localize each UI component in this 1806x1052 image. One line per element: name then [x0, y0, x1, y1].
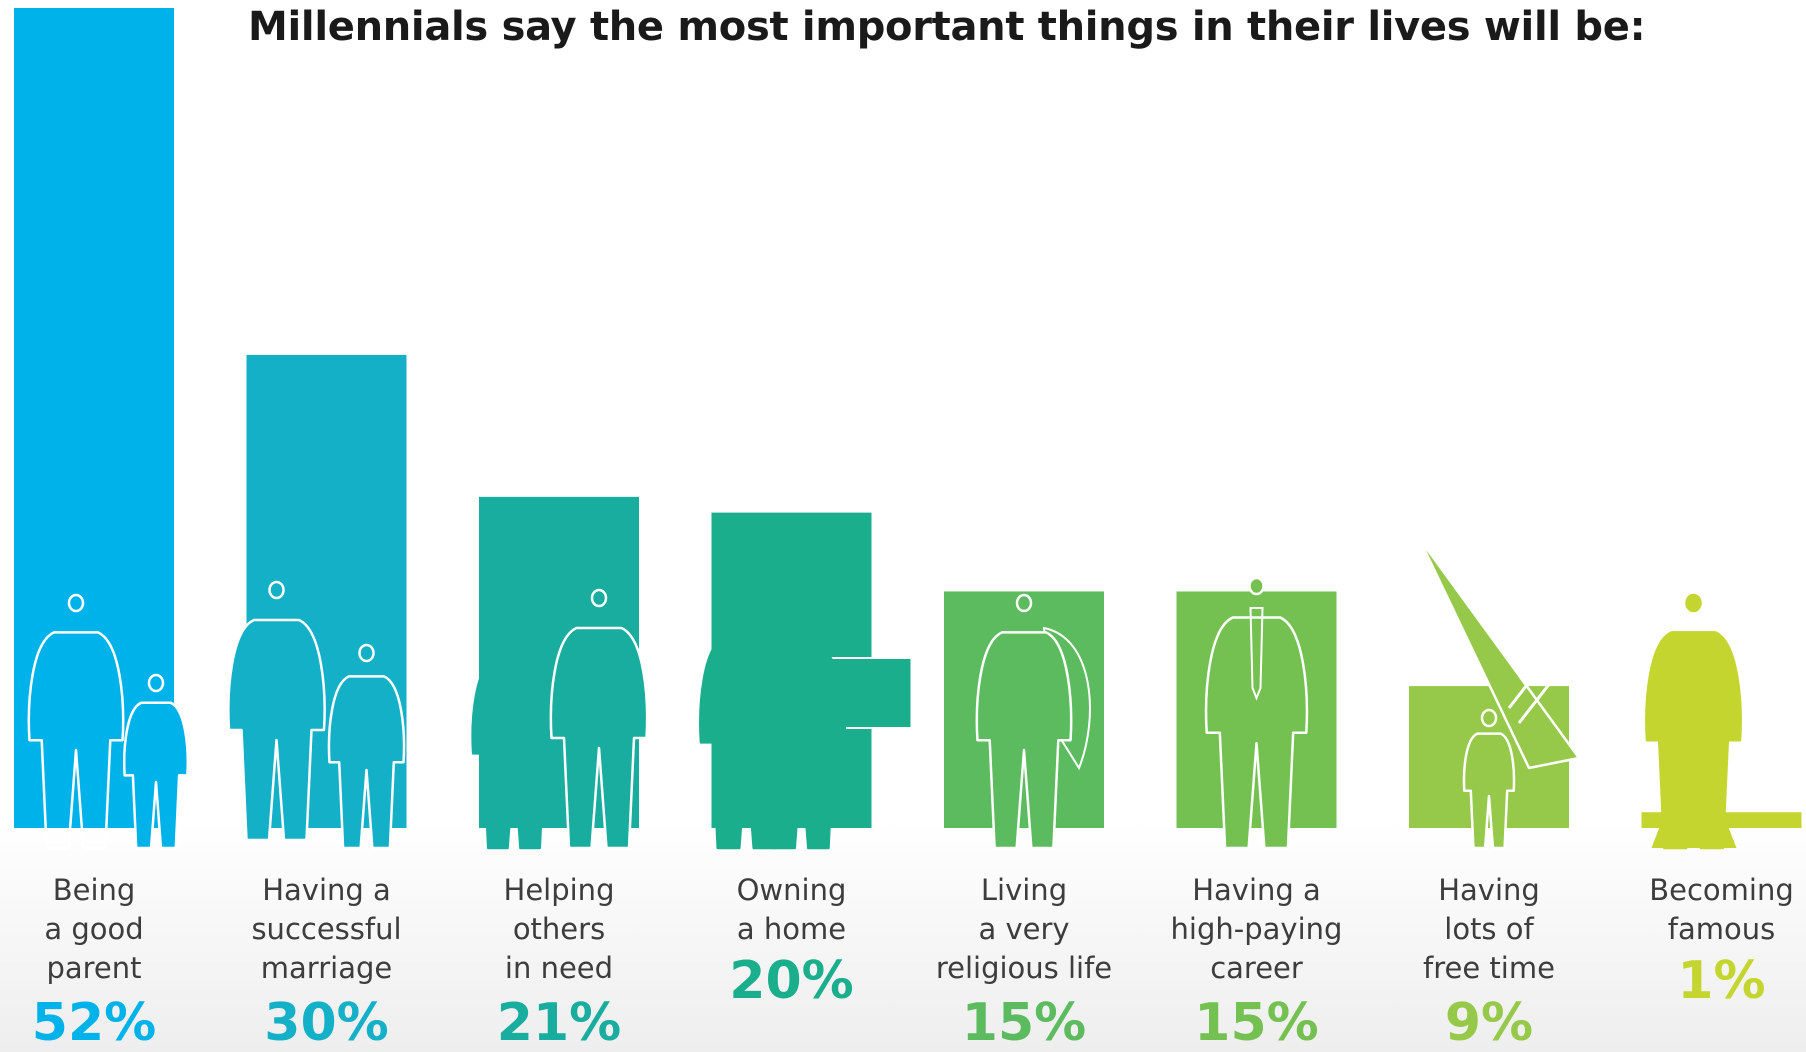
category-label-2: Having a successful marriage	[251, 873, 401, 985]
value-label-6: 15%	[1194, 993, 1318, 1052]
value-label-3: 21%	[497, 993, 621, 1052]
category-labels-group: Being a good parent Having a successful marri…	[44, 873, 1793, 985]
value-label-8: 1%	[1677, 951, 1765, 1011]
value-label-2: 30%	[264, 993, 388, 1052]
category-label-1: Being a good parent	[44, 873, 143, 985]
kneeling-proposal-couple-silhouette-icon	[227, 580, 406, 850]
category-label-7: Having lots of free time	[1423, 873, 1555, 985]
category-label-5: Living a very religious life	[936, 873, 1112, 985]
parent-and-child-silhouette-icon	[27, 593, 189, 850]
businessman-silhouette-icon	[1204, 576, 1309, 850]
chart-title: Millennials say the most important thing…	[248, 4, 1646, 50]
value-label-5: 15%	[962, 993, 1086, 1052]
praying-person-with-angel-wings-silhouette-icon	[975, 593, 1091, 850]
value-label-1: 52%	[32, 993, 156, 1052]
silhouettes-group	[27, 536, 1742, 850]
value-labels-group: 52% 30% 21% 20% 15% 15% 9% 1%	[32, 951, 1766, 1052]
bar-1	[14, 8, 174, 828]
value-label-7: 9%	[1445, 993, 1533, 1052]
windsurfer-silhouette-icon	[1417, 536, 1581, 850]
category-label-3: Helping others in need	[504, 873, 615, 985]
category-label-4: Owning a home	[737, 873, 847, 946]
celebrity-in-gown-silhouette-icon	[1645, 593, 1742, 850]
category-label-6: Having a high-paying career	[1171, 873, 1343, 985]
couple-with-house-silhouette-icon	[699, 598, 913, 850]
people-helping-silhouette-icon	[471, 588, 649, 850]
value-label-4: 20%	[729, 951, 853, 1011]
category-label-8: Becoming famous	[1649, 873, 1794, 946]
